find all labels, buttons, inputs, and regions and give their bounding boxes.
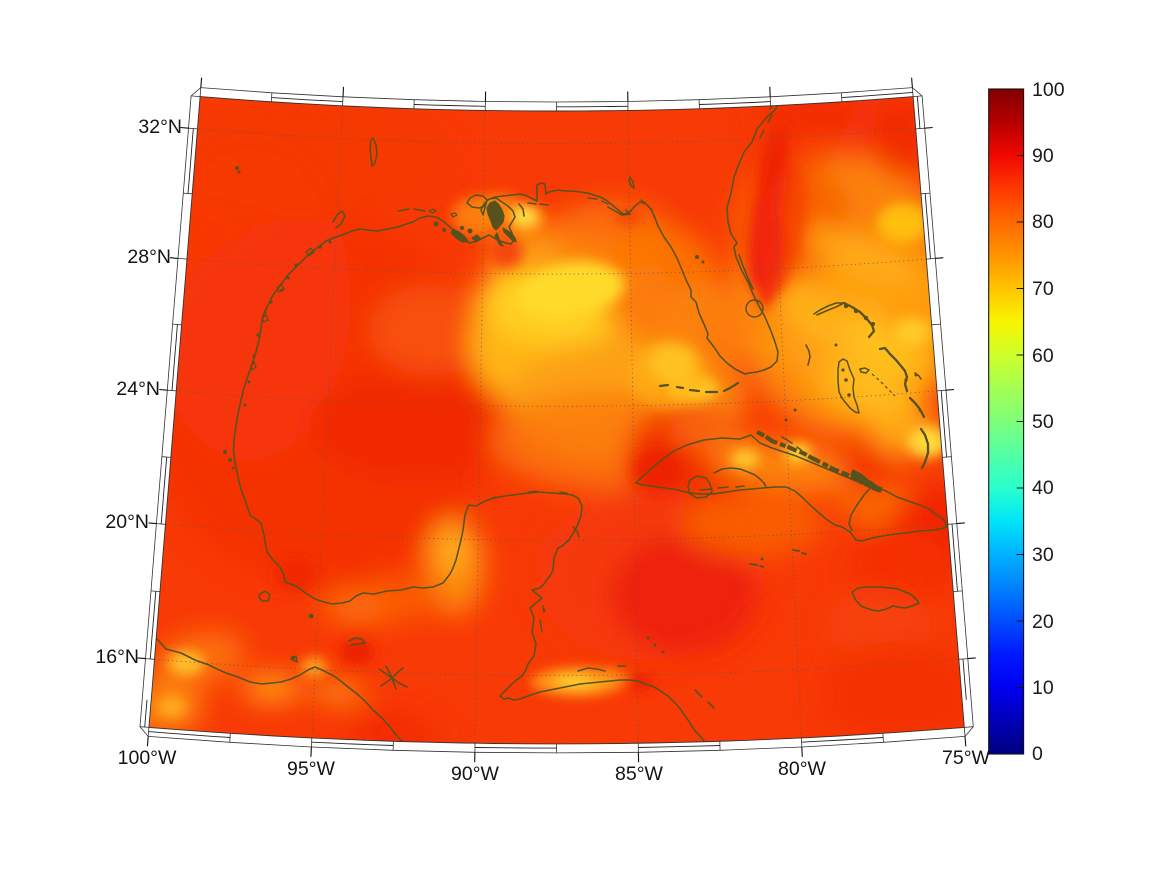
svg-text:50: 50 — [1032, 411, 1054, 433]
svg-text:90: 90 — [1032, 145, 1054, 167]
svg-text:80: 80 — [1032, 211, 1054, 233]
svg-text:60: 60 — [1032, 345, 1054, 367]
svg-text:32°N: 32°N — [138, 116, 182, 138]
svg-text:85°W: 85°W — [615, 763, 663, 785]
svg-text:70: 70 — [1032, 278, 1054, 300]
svg-text:75°W: 75°W — [942, 747, 990, 769]
svg-text:10: 10 — [1032, 677, 1054, 699]
svg-text:95°W: 95°W — [287, 758, 335, 780]
svg-text:40: 40 — [1032, 477, 1054, 499]
svg-text:30: 30 — [1032, 544, 1054, 566]
svg-text:24°N: 24°N — [116, 378, 160, 400]
svg-text:100: 100 — [1032, 79, 1065, 101]
svg-text:16°N: 16°N — [95, 646, 139, 668]
svg-text:90°W: 90°W — [451, 763, 499, 785]
svg-text:80°W: 80°W — [778, 758, 826, 780]
svg-text:20: 20 — [1032, 611, 1054, 633]
svg-text:20°N: 20°N — [105, 511, 149, 533]
svg-text:0: 0 — [1032, 743, 1043, 765]
svg-text:28°N: 28°N — [127, 246, 171, 268]
svg-text:100°W: 100°W — [118, 747, 177, 769]
